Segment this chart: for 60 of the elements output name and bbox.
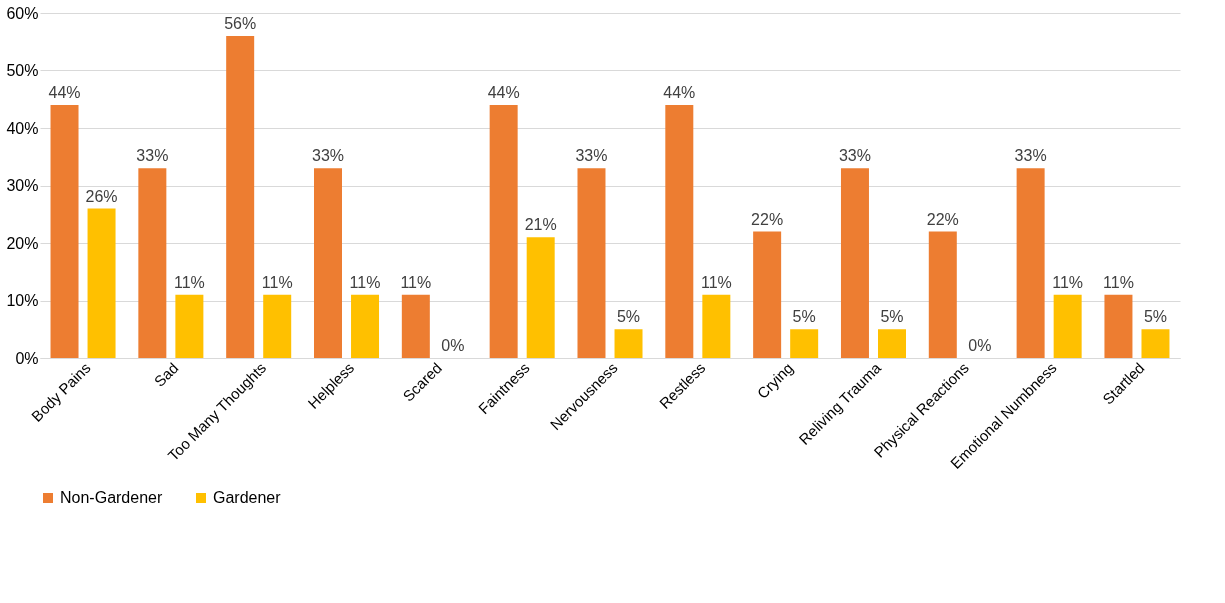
bar (1141, 329, 1170, 358)
bar (577, 168, 606, 358)
data-label: 33% (1014, 147, 1047, 165)
data-label: 0% (968, 337, 992, 354)
y-tick-label: 20% (6, 234, 39, 252)
bar (840, 168, 869, 358)
data-label: 11% (1103, 273, 1134, 291)
data-label: 21% (524, 216, 557, 234)
data-label: 44% (487, 84, 520, 101)
y-tick-label: 50% (6, 62, 39, 79)
data-label: 33% (575, 147, 608, 165)
y-tick-label: 0% (15, 349, 39, 367)
data-label: 11% (700, 273, 732, 291)
data-label: 22% (926, 210, 959, 228)
bar (489, 105, 518, 358)
x-tick-label: Sad (150, 359, 182, 390)
data-label: 11% (173, 273, 205, 291)
data-label: 44% (663, 84, 696, 101)
bar (263, 294, 292, 358)
bar (175, 294, 204, 358)
data-label: 22% (751, 210, 784, 228)
data-label: 56% (224, 15, 257, 32)
y-tick-label: 40% (6, 119, 39, 137)
bar (351, 294, 380, 358)
y-tick-label: 60% (6, 4, 39, 22)
data-label: 5% (616, 308, 641, 326)
bar (314, 168, 342, 358)
bar (928, 231, 957, 358)
bar (753, 231, 782, 358)
bar (226, 36, 255, 358)
bar (138, 168, 167, 358)
y-tick-label: 30% (6, 177, 39, 194)
data-label: 33% (136, 147, 169, 165)
data-label: 26% (85, 187, 118, 205)
data-label: 44% (48, 84, 81, 101)
data-label: 11% (400, 273, 432, 291)
data-label: 5% (792, 308, 816, 326)
bar (614, 329, 643, 358)
bar (878, 329, 906, 358)
legend-label: Gardener (213, 489, 282, 506)
bar (1016, 168, 1045, 358)
bar (665, 105, 694, 358)
data-label: 11% (261, 273, 293, 291)
bar (1104, 294, 1133, 358)
bar (526, 237, 555, 358)
bar (1053, 294, 1082, 358)
bar (50, 105, 79, 358)
bar (790, 329, 819, 358)
legend-label: Non-Gardener (60, 489, 163, 506)
data-label: 0% (441, 337, 465, 354)
y-tick-label: 10% (6, 292, 39, 309)
data-label: 11% (1052, 273, 1084, 291)
data-label: 11% (349, 273, 381, 291)
data-label: 5% (1143, 308, 1168, 326)
bar (87, 208, 116, 358)
bar (702, 294, 731, 358)
data-label: 33% (838, 147, 871, 165)
data-label: 5% (880, 308, 904, 326)
data-label: 33% (311, 147, 345, 165)
bar (401, 294, 430, 358)
